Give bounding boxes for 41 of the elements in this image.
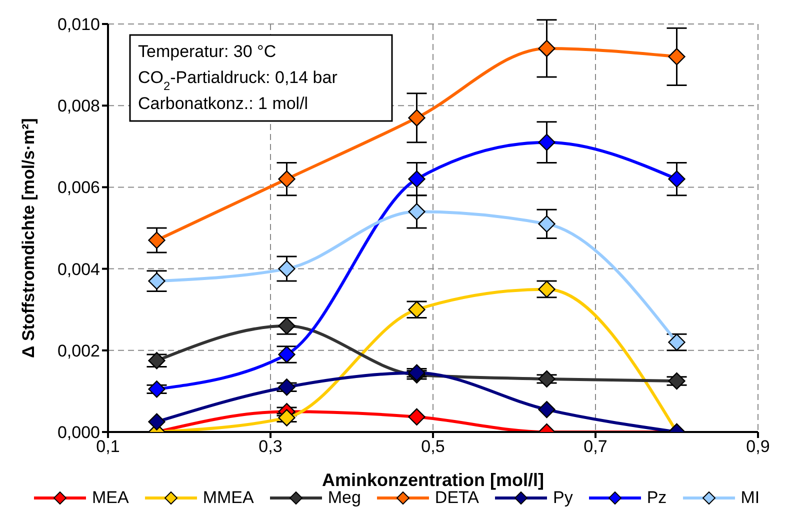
legend-label: DETA <box>434 488 479 508</box>
point <box>148 413 166 430</box>
point <box>408 408 426 426</box>
x-tick-label: 0,1 <box>96 437 120 456</box>
x-tick-label: 0,3 <box>258 437 282 456</box>
x-tick-label: 0,7 <box>584 437 608 456</box>
x-tick-label: 0,5 <box>421 437 445 456</box>
y-tick-label: 0,004 <box>57 260 100 279</box>
legend-label: Pz <box>646 488 667 508</box>
annotation: Temperatur: 30 °C <box>138 42 276 61</box>
legend-label: MMEA <box>202 488 254 508</box>
y-tick-label: 0,010 <box>57 15 100 34</box>
point <box>668 48 686 66</box>
annotation: Carbonatkonz.: 1 mol/l <box>138 94 308 113</box>
legend-label: MEA <box>92 488 129 508</box>
point <box>408 203 426 220</box>
y-tick-label: 0,006 <box>57 178 100 198</box>
point <box>538 400 556 418</box>
y-axis-title: Δ Stoffstromdichte [mol/s·m²] <box>19 118 38 358</box>
point <box>538 134 556 151</box>
point <box>668 372 686 390</box>
legend-label: Py <box>553 488 573 508</box>
legend-label: MI <box>740 488 760 508</box>
point <box>278 170 296 188</box>
point <box>538 215 556 233</box>
point <box>538 40 556 58</box>
x-axis-title: Aminkonzentration [mol/l] <box>322 470 544 490</box>
x-tick-label: 0,9 <box>746 437 770 456</box>
annotation: CO$_{2}$-Partialdruck: 0,14 bar <box>138 68 338 93</box>
y-tick-label: 0,008 <box>57 96 100 116</box>
point <box>278 409 296 426</box>
point <box>148 232 166 249</box>
point <box>538 370 556 388</box>
y-tick-label: 0,002 <box>57 341 100 360</box>
legend-label: Meg <box>328 488 361 508</box>
point <box>408 109 426 126</box>
point <box>278 378 296 396</box>
point <box>668 170 686 188</box>
point <box>408 170 426 188</box>
point <box>148 380 166 398</box>
point <box>278 260 296 278</box>
